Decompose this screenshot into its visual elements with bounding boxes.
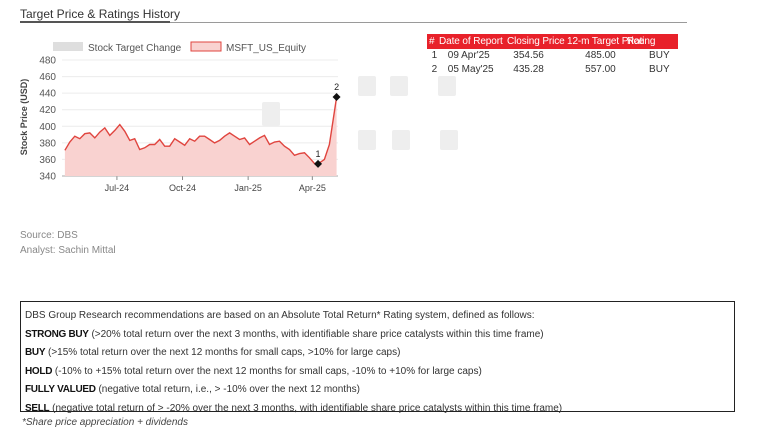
cell-close: 435.28 bbox=[513, 64, 544, 75]
rating-strong-buy: STRONG BUY (>20% total return over the n… bbox=[25, 326, 730, 345]
ratings-intro: DBS Group Research recommendations are b… bbox=[25, 310, 535, 321]
y-tick-label: 460 bbox=[39, 72, 56, 83]
watermark-artifact bbox=[438, 76, 456, 96]
target-price-table: # Date of Report Closing Price 12-m Targ… bbox=[427, 34, 678, 77]
header-close: Closing Price bbox=[507, 36, 565, 47]
rating-desc: (-10% to +15% total return over the next… bbox=[52, 365, 482, 377]
rating-term: BUY bbox=[25, 347, 46, 359]
source-text: Source: DBS bbox=[20, 230, 78, 241]
cell-target: 557.00 bbox=[585, 64, 616, 75]
table-header: # Date of Report Closing Price 12-m Targ… bbox=[427, 34, 678, 49]
cell-date: 05 May'25 bbox=[447, 64, 494, 75]
x-tick-label: Oct-24 bbox=[169, 183, 196, 193]
legend-label-target-change: Stock Target Change bbox=[88, 43, 182, 54]
x-tick-label: Jan-25 bbox=[234, 183, 262, 193]
header-number: # bbox=[429, 36, 435, 47]
cell-rating: BUY bbox=[649, 64, 670, 75]
watermark-artifact bbox=[440, 130, 458, 150]
x-tick-label: Jul-24 bbox=[105, 183, 130, 193]
cell-target: 485.00 bbox=[585, 50, 616, 61]
y-tick-label: 420 bbox=[39, 105, 56, 116]
rating-desc: (>15% total return over the next 12 mont… bbox=[45, 347, 401, 359]
rating-term: HOLD bbox=[25, 365, 53, 377]
rating-buy: BUY (>15% total return over the next 12 … bbox=[25, 344, 730, 363]
watermark-artifact bbox=[262, 102, 280, 126]
analyst-text: Analyst: Sachin Mittal bbox=[20, 245, 116, 256]
y-tick-label: 400 bbox=[39, 122, 56, 133]
title-underline bbox=[20, 21, 170, 23]
legend-swatch-msft bbox=[190, 41, 222, 52]
footnote: *Share price appreciation + dividends bbox=[22, 417, 188, 428]
header-date: Date of Report bbox=[439, 36, 503, 47]
ratings-definition-box: DBS Group Research recommendations are b… bbox=[20, 301, 735, 414]
legend-label-msft: MSFT_US_Equity bbox=[226, 43, 306, 54]
cell-number: 2 bbox=[431, 64, 438, 75]
y-axis-label: Stock Price (USD) bbox=[19, 79, 29, 156]
rating-marker-label: 1 bbox=[316, 149, 321, 159]
rating-marker bbox=[332, 93, 341, 102]
rating-term: FULLY VALUED bbox=[25, 384, 96, 396]
cell-date: 09 Apr'25 bbox=[447, 50, 490, 61]
watermark-artifact bbox=[390, 76, 408, 96]
watermark-artifact bbox=[358, 76, 376, 96]
y-tick-label: 340 bbox=[39, 172, 56, 183]
table-row: 1 09 Apr'25 354.56 485.00 BUY bbox=[427, 49, 678, 63]
cell-close: 354.56 bbox=[513, 50, 544, 61]
rating-desc: (>20% total return over the next 3 month… bbox=[88, 328, 544, 340]
x-tick-label: Apr-25 bbox=[299, 183, 326, 193]
y-tick-label: 440 bbox=[39, 89, 56, 100]
rating-desc: (negative total return, i.e., > -10% ove… bbox=[95, 384, 360, 396]
rating-term: SELL bbox=[25, 402, 50, 414]
watermark-artifact bbox=[392, 130, 410, 150]
price-chart: Stock Target Change MSFT_US_Equity Stock… bbox=[19, 41, 341, 193]
rating-marker bbox=[314, 159, 323, 168]
header-target: 12-m Target Price bbox=[567, 36, 645, 47]
header-rating: Rating bbox=[627, 36, 656, 47]
cell-rating: BUY bbox=[649, 50, 670, 61]
y-tick-label: 380 bbox=[39, 138, 56, 149]
y-tick-label: 480 bbox=[39, 56, 56, 67]
rating-fully-valued: FULLY VALUED (negative total return, i.e… bbox=[25, 381, 730, 400]
section-title: Target Price & Ratings History bbox=[20, 7, 181, 21]
rating-sell: SELL (negative total return of > -20% ov… bbox=[25, 400, 730, 419]
rating-desc: (negative total return of > -20% over th… bbox=[49, 402, 563, 414]
price-line bbox=[64, 96, 338, 165]
rating-term: STRONG BUY bbox=[25, 328, 89, 340]
cell-number: 1 bbox=[431, 50, 438, 61]
rating-marker-label: 2 bbox=[334, 82, 339, 92]
y-tick-label: 360 bbox=[39, 155, 56, 166]
chart-legend: Stock Target Change MSFT_US_Equity bbox=[53, 41, 306, 54]
rating-hold: HOLD (-10% to +15% total return over the… bbox=[25, 363, 730, 382]
watermark-artifact bbox=[358, 130, 376, 150]
legend-swatch-target-change bbox=[53, 42, 83, 51]
table-row: 2 05 May'25 435.28 557.00 BUY bbox=[427, 63, 678, 77]
title-divider bbox=[20, 22, 687, 23]
